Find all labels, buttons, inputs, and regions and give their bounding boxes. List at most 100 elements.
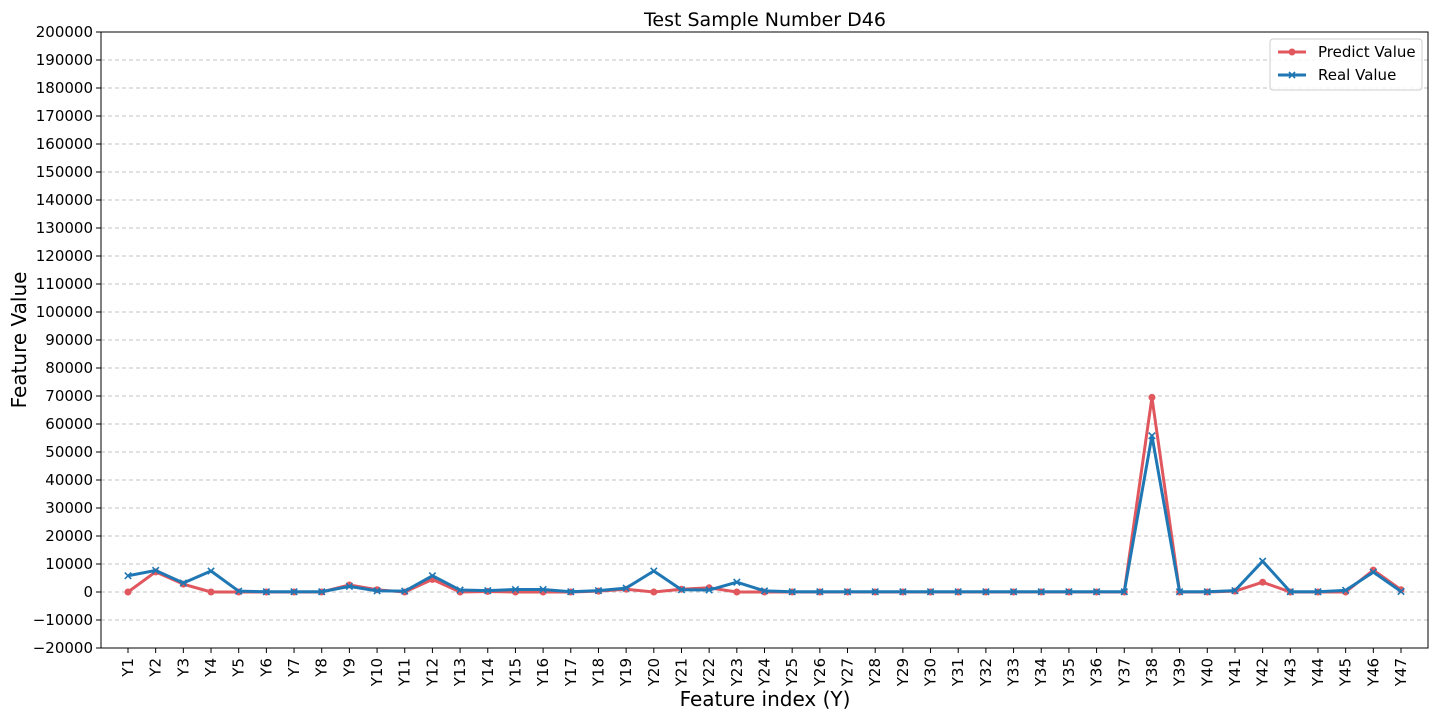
x-tick-label: Y16 [534, 658, 552, 687]
y-tick-label: 10000 [45, 555, 93, 573]
x-tick-label: Y23 [728, 658, 746, 687]
data-point [1120, 587, 1129, 596]
data-point [151, 566, 160, 575]
data-point [954, 587, 962, 596]
data-point [456, 586, 464, 594]
x-tick-label: Y15 [506, 658, 524, 687]
x-tick-label: Y31 [949, 658, 967, 687]
y-tick-label: 100000 [36, 303, 93, 321]
x-tick-label: Y5 [230, 658, 248, 678]
x-tick-label: Y12 [423, 658, 441, 687]
y-tick-label: 190000 [36, 51, 93, 69]
x-tick-label: Y29 [894, 658, 912, 687]
x-tick-label: Y18 [589, 658, 607, 687]
grid-lines [101, 31, 1428, 649]
x-tick-label: Y45 [1337, 658, 1355, 687]
data-point [262, 587, 271, 596]
series-lines [124, 393, 1405, 596]
data-point [483, 586, 492, 595]
data-point [1092, 587, 1101, 596]
y-tick-label: −10000 [33, 611, 93, 629]
data-point [1148, 431, 1156, 440]
data-point [926, 587, 935, 596]
data-point [400, 587, 409, 595]
x-tick-label: Y26 [811, 658, 829, 687]
data-point [539, 585, 547, 594]
data-point [345, 582, 354, 591]
data-point [871, 587, 879, 596]
data-point [1231, 586, 1239, 595]
data-point [179, 579, 188, 587]
series-line-0 [127, 395, 1402, 594]
data-point [207, 588, 215, 596]
data-point [843, 587, 852, 596]
legend-predict-marker [1288, 48, 1296, 56]
x-tick-label: Y27 [839, 658, 857, 687]
data-point [567, 587, 575, 596]
x-tick-label: Y41 [1226, 658, 1244, 687]
x-tick-label: Y8 [313, 658, 331, 678]
data-point [1369, 568, 1378, 576]
x-tick-label: Y33 [1005, 658, 1023, 687]
data-point [124, 571, 132, 580]
data-point [124, 588, 132, 596]
data-point [207, 567, 215, 575]
data-point [1203, 587, 1212, 596]
y-tick-label: 120000 [36, 247, 93, 265]
y-tick-label: 110000 [36, 275, 93, 293]
x-tick-label: Y3 [174, 658, 192, 678]
data-point [788, 587, 796, 596]
data-point [899, 587, 907, 596]
y-tick-label: 90000 [45, 331, 93, 349]
x-tick-label: Y6 [257, 658, 275, 678]
x-tick-label: Y2 [147, 658, 165, 678]
data-point [1148, 393, 1156, 401]
x-tick-label: Y30 [922, 658, 940, 687]
x-tick-label: Y47 [1392, 658, 1410, 687]
x-axis-ticks: Y1 Y2 Y3 Y4 Y5 Y6 Y7 Y8 Y9 Y10 Y11 Y12 Y13 Y14 Y15 Y16 Y… [119, 648, 1410, 687]
x-tick-label: Y39 [1171, 658, 1189, 687]
x-tick-label: Y22 [700, 658, 718, 687]
y-tick-label: 130000 [36, 219, 93, 237]
data-point [733, 588, 741, 596]
data-point [1259, 578, 1267, 586]
data-point [760, 587, 769, 595]
x-tick-label: Y46 [1364, 658, 1382, 687]
legend: Predict Value Real Value [1269, 38, 1423, 91]
y-tick-label: 40000 [45, 471, 93, 489]
y-tick-label: 30000 [45, 499, 93, 517]
chart-title: Test Sample Number D46 [643, 9, 886, 31]
data-point [1037, 587, 1046, 596]
x-tick-label: Y43 [1281, 658, 1299, 687]
x-tick-label: Y7 [285, 658, 303, 678]
x-tick-label: Y25 [783, 658, 801, 687]
data-point [1009, 587, 1018, 596]
x-tick-label: Y24 [756, 658, 774, 687]
x-tick-label: Y13 [451, 658, 469, 687]
y-tick-label: 140000 [36, 191, 93, 209]
x-tick-label: Y44 [1309, 658, 1327, 687]
data-point [1065, 587, 1073, 596]
x-tick-label: Y35 [1060, 658, 1078, 687]
x-tick-label: Y19 [617, 658, 635, 687]
legend-predict-label: Predict Value [1318, 43, 1416, 61]
data-point [1286, 587, 1295, 596]
y-tick-label: 150000 [36, 163, 93, 181]
y-tick-label: 70000 [45, 387, 93, 405]
data-point [982, 587, 990, 596]
x-tick-label: Y1 [119, 658, 137, 678]
data-point [650, 588, 658, 596]
x-tick-label: Y21 [672, 658, 690, 687]
x-tick-label: Y28 [866, 658, 884, 687]
data-point [373, 587, 381, 595]
data-point [677, 585, 686, 594]
x-axis-title: Feature index (Y) [680, 687, 851, 711]
x-tick-label: Y4 [202, 658, 220, 678]
data-point [1397, 587, 1405, 596]
legend-box [1269, 38, 1423, 91]
x-tick-label: Y32 [977, 658, 995, 687]
y-axis-title: Feature Value [7, 272, 31, 409]
data-point [317, 587, 326, 596]
y-tick-label: 60000 [45, 415, 93, 433]
